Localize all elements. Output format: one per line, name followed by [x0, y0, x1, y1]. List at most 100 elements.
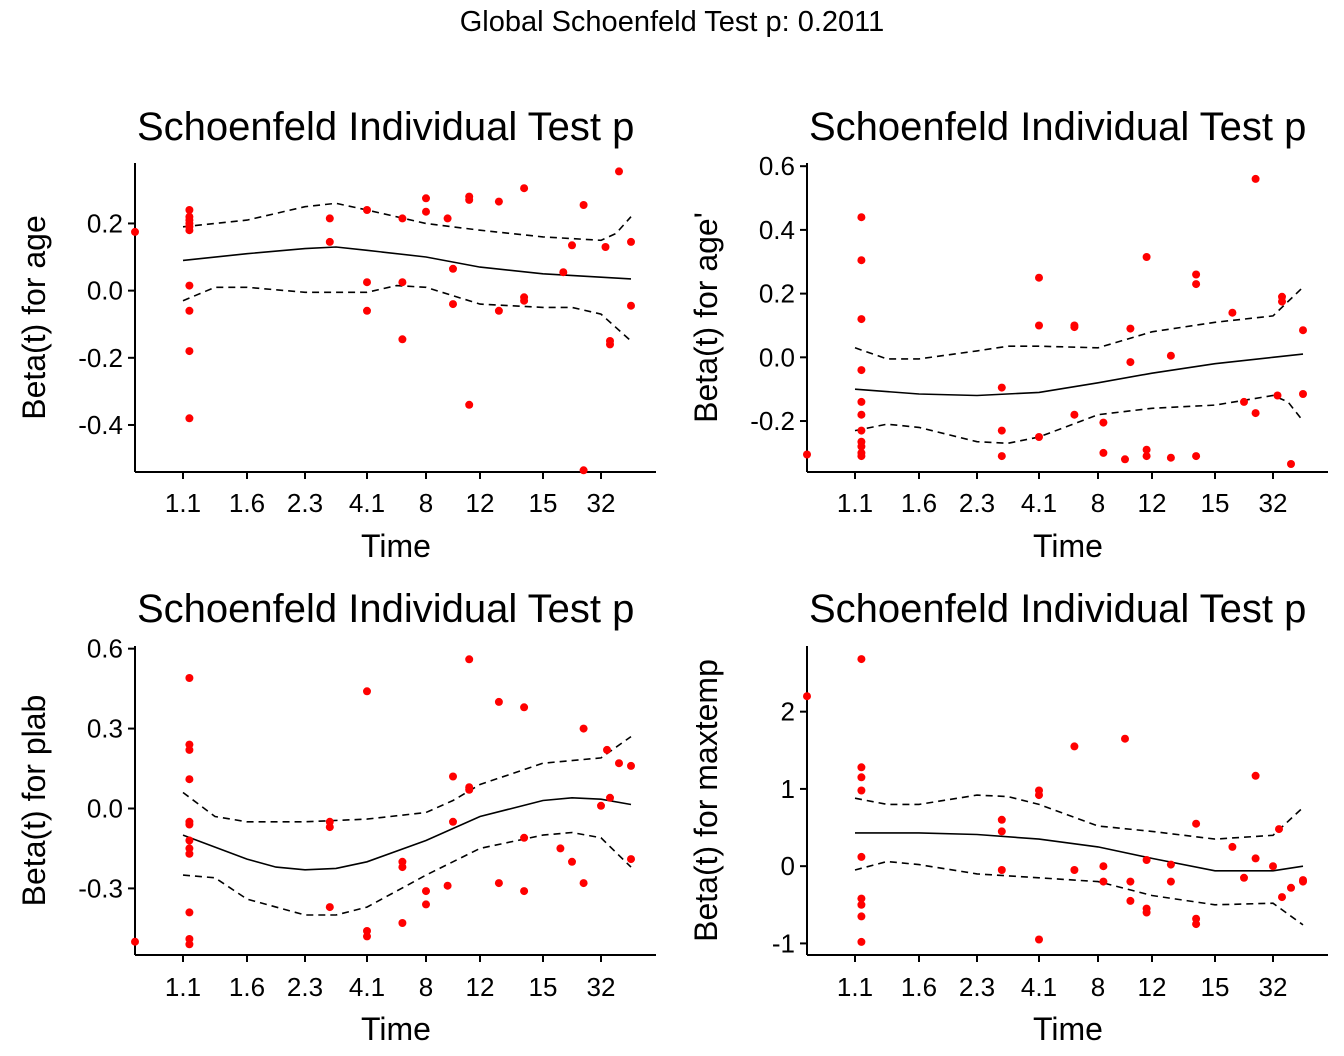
residual-point: [1126, 324, 1135, 333]
residual-point: [1070, 321, 1079, 330]
residual-point: [1035, 433, 1043, 441]
residual-point: [857, 442, 866, 451]
residual-point: [185, 206, 194, 214]
y-tick-label: 0.0: [759, 342, 795, 372]
residual-point: [1099, 448, 1108, 457]
residual-point: [363, 932, 371, 941]
y-tick-label: 0.6: [87, 634, 123, 664]
x-tick-label: 12: [466, 972, 495, 1002]
y-tick-label: 2: [781, 697, 795, 727]
panel-age-prime: Schoenfeld Individual Test p 0.6 0.4 0.2 0.0…: [688, 105, 1328, 564]
lower-band-line: [182, 284, 632, 342]
residual-point: [494, 306, 503, 315]
residual-point: [857, 773, 866, 782]
panel-title: Schoenfeld Individual Test p: [809, 587, 1306, 631]
y-tick-label: 0: [781, 851, 795, 881]
residual-point: [520, 296, 529, 305]
residual-point: [559, 268, 568, 277]
y-tick-label: 0.3: [87, 714, 123, 744]
residual-point: [1142, 445, 1151, 454]
residual-point: [185, 820, 194, 829]
residual-point: [606, 340, 614, 349]
residual-point: [1192, 452, 1201, 461]
residual-point: [857, 786, 866, 795]
residual-point: [1192, 920, 1201, 929]
y-axis-label: Beta(t) for maxtemp: [688, 659, 724, 942]
residual-point: [997, 426, 1006, 435]
residual-point: [997, 815, 1006, 824]
residual-point: [1275, 825, 1283, 834]
residual-point: [857, 763, 866, 772]
residual-point: [857, 452, 866, 461]
lower-band-line: [854, 394, 1304, 445]
x-tick-label: 1.1: [837, 972, 873, 1002]
x-tick-label: 12: [1138, 488, 1167, 518]
residual-point: [603, 745, 611, 754]
residual-point: [568, 241, 576, 250]
x-tick-label: 1.6: [901, 972, 937, 1002]
residual-point: [579, 466, 588, 475]
residual-point: [520, 703, 529, 712]
residual-point: [185, 908, 194, 917]
y-axis-label: Beta(t) for plab: [16, 695, 52, 907]
x-axis-label: Time: [1033, 528, 1103, 564]
panel-age: Schoenfeld Individual Test p 0.2 0.0 -0.2 -0…: [16, 105, 656, 564]
residual-point: [494, 879, 503, 888]
residual-point: [1228, 842, 1237, 851]
residual-point: [1192, 270, 1201, 279]
residual-point: [857, 912, 866, 921]
residual-point: [1035, 321, 1043, 330]
residual-point: [449, 264, 457, 273]
residual-point: [398, 214, 407, 223]
residual-point: [185, 222, 194, 231]
fit-line: [182, 246, 632, 280]
residual-point: [1299, 877, 1307, 886]
residual-point: [185, 306, 194, 315]
residual-point: [1273, 391, 1282, 400]
residual-point: [443, 881, 452, 890]
x-axis-label: Time: [361, 528, 431, 564]
residual-point: [1299, 326, 1307, 335]
residual-point: [1035, 273, 1043, 282]
residual-point: [857, 655, 866, 664]
residual-point: [579, 201, 588, 209]
residual-point: [568, 857, 576, 866]
residual-point: [1278, 893, 1286, 902]
x-tick-label: 2.3: [287, 972, 323, 1002]
residual-point: [803, 450, 811, 459]
residual-point: [857, 410, 866, 419]
x-tick-label: 2.3: [959, 972, 995, 1002]
residual-point: [131, 937, 139, 946]
upper-band-line: [854, 794, 1304, 840]
residual-point: [857, 937, 866, 946]
residual-point: [997, 383, 1006, 392]
residual-point: [1142, 908, 1151, 917]
residual-point: [185, 849, 194, 858]
residual-point: [185, 674, 194, 682]
residual-point: [1121, 455, 1129, 464]
residual-point: [857, 852, 866, 861]
residual-point: [1099, 418, 1108, 427]
residual-point: [1099, 877, 1108, 886]
residual-point: [1142, 452, 1151, 461]
residual-point: [1251, 771, 1260, 780]
residual-point: [363, 687, 371, 696]
x-tick-label: 8: [419, 972, 433, 1002]
residual-point: [1287, 883, 1295, 892]
residual-point: [1240, 397, 1248, 406]
residual-point: [465, 655, 474, 664]
x-tick-label: 15: [1201, 488, 1230, 518]
residual-point: [1142, 253, 1151, 261]
fit-line: [855, 832, 1304, 872]
residual-point: [185, 212, 194, 221]
x-tick-label: 15: [1201, 972, 1230, 1002]
x-tick-label: 12: [1138, 972, 1167, 1002]
x-tick-label: 2.3: [959, 488, 995, 518]
residual-point: [185, 281, 194, 290]
residual-point: [1192, 280, 1201, 289]
residual-point: [185, 745, 194, 754]
residual-point: [325, 214, 334, 223]
residual-point: [857, 315, 866, 324]
x-tick-label: 32: [1259, 972, 1288, 1002]
